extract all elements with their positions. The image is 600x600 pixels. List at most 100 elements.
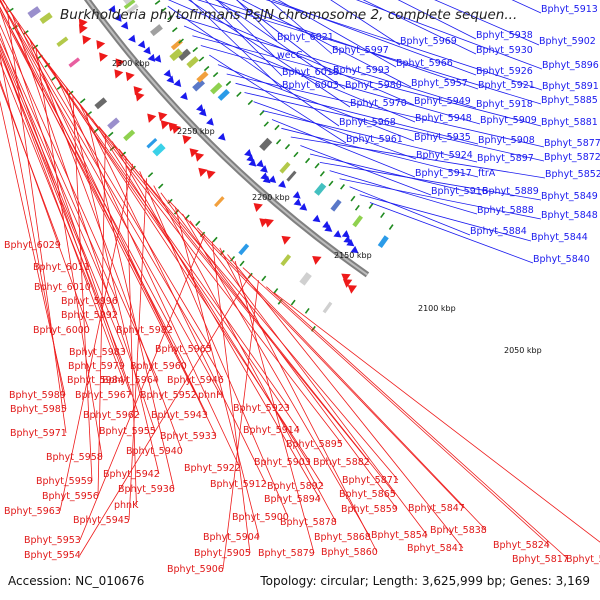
gene-label-layer[interactable]: Bphyt_5913 Bphyt_6021 Bphyt_5997 Bphyt_5969… bbox=[4, 4, 600, 575]
reverse-gene-label[interactable]: Bphyt_5892 bbox=[267, 481, 324, 492]
reverse-gene-label[interactable]: Bphyt_5817 bbox=[512, 554, 569, 565]
reverse-gene-label[interactable]: Bphyt_6010 bbox=[34, 282, 91, 293]
reverse-gene-label[interactable]: Bphyt_5904 bbox=[203, 532, 260, 543]
reverse-gene-label[interactable]: Bphyt_6011 bbox=[33, 262, 90, 273]
forward-gene-label[interactable]: Bphyt_5938 bbox=[476, 30, 533, 41]
reverse-gene-label[interactable]: Bphyt_5967 bbox=[75, 390, 132, 401]
reverse-gene-label[interactable]: Bphyt_5894 bbox=[264, 494, 321, 505]
reverse-gene-label[interactable]: Bphyt_5900 bbox=[232, 512, 289, 523]
reverse-gene-label[interactable]: Bphyt_5824 bbox=[493, 540, 550, 551]
reverse-gene-label[interactable]: Bphyt_5956 bbox=[42, 491, 99, 502]
reverse-gene-label[interactable]: Bphyt_5960 bbox=[130, 361, 187, 372]
reverse-gene-label[interactable]: Bphyt_5903 bbox=[254, 457, 311, 468]
reverse-gene-label[interactable]: Bphyt_5868 bbox=[314, 532, 371, 543]
reverse-gene-label[interactable]: phnH bbox=[198, 390, 223, 401]
reverse-gene-label[interactable]: Bphyt_5933 bbox=[160, 431, 217, 442]
forward-gene-label[interactable]: Bphyt_5881 bbox=[541, 117, 598, 128]
reverse-gene-label[interactable]: Bphyt_5793 bbox=[566, 554, 600, 565]
forward-gene-label[interactable]: Bphyt_6021 bbox=[277, 32, 334, 43]
reverse-gene-label[interactable]: Bphyt_5860 bbox=[321, 547, 378, 558]
reverse-gene-label[interactable]: Bphyt_5945 bbox=[73, 515, 130, 526]
reverse-gene-label[interactable]: Bphyt_5964 bbox=[102, 375, 159, 386]
forward-gene-label[interactable]: Bphyt_5848 bbox=[541, 210, 598, 221]
forward-gene-label[interactable]: Bphyt_5913 bbox=[541, 4, 598, 15]
reverse-gene-label[interactable]: Bphyt_5936 bbox=[118, 484, 175, 495]
reverse-gene-label[interactable]: Bphyt_5982 bbox=[116, 325, 173, 336]
forward-gene-label[interactable]: Bphyt_5930 bbox=[476, 45, 533, 56]
reverse-gene-label[interactable]: Bphyt_5914 bbox=[243, 425, 300, 436]
reverse-gene-label[interactable]: Bphyt_5878 bbox=[280, 517, 337, 528]
forward-gene-label[interactable]: ftrA bbox=[478, 168, 496, 179]
forward-gene-label[interactable]: Bphyt_6018 bbox=[282, 67, 339, 78]
reverse-gene-label[interactable]: Bphyt_5922 bbox=[184, 463, 241, 474]
forward-gene-label[interactable]: Bphyt_5993 bbox=[333, 65, 390, 76]
reverse-gene-label[interactable]: Bphyt_5984 bbox=[67, 375, 124, 386]
reverse-gene-label[interactable]: Bphyt_5963 bbox=[4, 506, 61, 517]
reverse-gene-label[interactable]: Bphyt_5962 bbox=[83, 410, 140, 421]
forward-gene-label[interactable]: Bphyt_5902 bbox=[539, 36, 596, 47]
forward-gene-label[interactable]: Bphyt_5997 bbox=[332, 45, 389, 56]
forward-gene-label[interactable]: Bphyt_6003 bbox=[282, 80, 339, 91]
reverse-gene-label[interactable]: Bphyt_5879 bbox=[258, 548, 315, 559]
forward-gene-label[interactable]: Bphyt_5885 bbox=[541, 95, 598, 106]
reverse-gene-label[interactable]: Bphyt_5847 bbox=[408, 503, 465, 514]
reverse-gene-label[interactable]: Bphyt_5985 bbox=[10, 404, 67, 415]
reverse-gene-label[interactable]: Bphyt_5953 bbox=[24, 535, 81, 546]
forward-gene-label[interactable]: Bphyt_5970 bbox=[350, 98, 407, 109]
forward-gene-label[interactable]: Bphyt_5969 bbox=[400, 36, 457, 47]
reverse-gene-label[interactable]: Bphyt_5871 bbox=[342, 475, 399, 486]
forward-gene-label[interactable]: Bphyt_5916 bbox=[431, 186, 488, 197]
reverse-gene-label[interactable]: Bphyt_5912 bbox=[210, 479, 267, 490]
reverse-gene-label[interactable]: Bphyt_5923 bbox=[233, 403, 290, 414]
reverse-gene-label[interactable]: Bphyt_5940 bbox=[126, 446, 183, 457]
forward-gene-label[interactable]: Bphyt_5926 bbox=[476, 66, 533, 77]
forward-gene-label[interactable]: Bphyt_5872 bbox=[544, 152, 600, 163]
reverse-gene-label[interactable]: Bphyt_6000 bbox=[33, 325, 90, 336]
forward-gene-label[interactable]: Bphyt_5877 bbox=[544, 138, 600, 149]
reverse-gene-label[interactable]: Bphyt_5906 bbox=[167, 564, 224, 575]
reverse-gene-label[interactable]: Bphyt_5955 bbox=[99, 426, 156, 437]
forward-gene-label[interactable]: Bphyt_5918 bbox=[476, 99, 533, 110]
forward-gene-label[interactable]: Bphyt_5852 bbox=[545, 169, 600, 180]
forward-gene-label[interactable]: Bphyt_5949 bbox=[414, 96, 471, 107]
forward-gene-label[interactable]: Bphyt_5924 bbox=[416, 150, 473, 161]
forward-gene-label[interactable]: Bphyt_5840 bbox=[533, 254, 590, 265]
forward-gene-label[interactable]: Bphyt_5888 bbox=[477, 205, 534, 216]
reverse-gene-label[interactable]: Bphyt_5895 bbox=[286, 439, 343, 450]
forward-gene-label[interactable]: Bphyt_5957 bbox=[411, 78, 468, 89]
reverse-gene-label[interactable]: Bphyt_5965 bbox=[155, 344, 212, 355]
reverse-gene-label[interactable]: Bphyt_5958 bbox=[46, 452, 103, 463]
forward-gene-label[interactable]: Bphyt_5884 bbox=[470, 226, 527, 237]
reverse-gene-label[interactable]: Bphyt_5865 bbox=[339, 489, 396, 500]
reverse-gene-label[interactable]: Bphyt_5989 bbox=[9, 390, 66, 401]
forward-gene-label[interactable]: Bphyt_5909 bbox=[480, 115, 537, 126]
reverse-gene-label[interactable]: phnK bbox=[114, 500, 139, 511]
forward-gene-label[interactable]: Bphyt_5980 bbox=[345, 80, 402, 91]
reverse-gene-label[interactable]: Bphyt_5905 bbox=[194, 548, 251, 559]
reverse-gene-label[interactable]: Bphyt_5983 bbox=[69, 347, 126, 358]
forward-gene-label[interactable]: Bphyt_5897 bbox=[477, 153, 534, 164]
forward-gene-label[interactable]: Bphyt_5948 bbox=[415, 113, 472, 124]
forward-gene-label[interactable]: Bphyt_5908 bbox=[478, 135, 535, 146]
reverse-gene-label[interactable]: Bphyt_5946 bbox=[167, 375, 224, 386]
reverse-gene-label[interactable]: Bphyt_5971 bbox=[10, 428, 67, 439]
reverse-gene-label[interactable]: Bphyt_5954 bbox=[24, 550, 81, 561]
forward-gene-label[interactable]: Bphyt_5917 bbox=[415, 168, 472, 179]
reverse-gene-label[interactable]: Bphyt_5942 bbox=[103, 469, 160, 480]
forward-gene-label[interactable]: Bphyt_5849 bbox=[541, 191, 598, 202]
reverse-gene-label[interactable]: Bphyt_5996 bbox=[61, 296, 118, 307]
reverse-gene-label[interactable]: Bphyt_5952 bbox=[140, 390, 197, 401]
forward-gene-label[interactable]: wecC bbox=[277, 50, 303, 61]
reverse-gene-label[interactable]: Bphyt_5838 bbox=[430, 525, 487, 536]
forward-gene-label[interactable]: Bphyt_5966 bbox=[396, 58, 453, 69]
forward-gene-label[interactable]: Bphyt_5844 bbox=[531, 232, 588, 243]
forward-gene-label[interactable]: Bphyt_5921 bbox=[478, 80, 535, 91]
reverse-gene-label[interactable]: Bphyt_5859 bbox=[341, 504, 398, 515]
reverse-gene-label[interactable]: Bphyt_5979 bbox=[68, 361, 125, 372]
reverse-gene-label[interactable]: Bphyt_5959 bbox=[36, 476, 93, 487]
reverse-gene-label[interactable]: Bphyt_5992 bbox=[61, 310, 118, 321]
reverse-gene-label[interactable]: Bphyt_5943 bbox=[151, 410, 208, 421]
reverse-gene-label[interactable]: Bphyt_5854 bbox=[371, 530, 428, 541]
forward-gene-label[interactable]: Bphyt_5891 bbox=[542, 81, 599, 92]
forward-gene-label[interactable]: Bphyt_5889 bbox=[482, 186, 539, 197]
